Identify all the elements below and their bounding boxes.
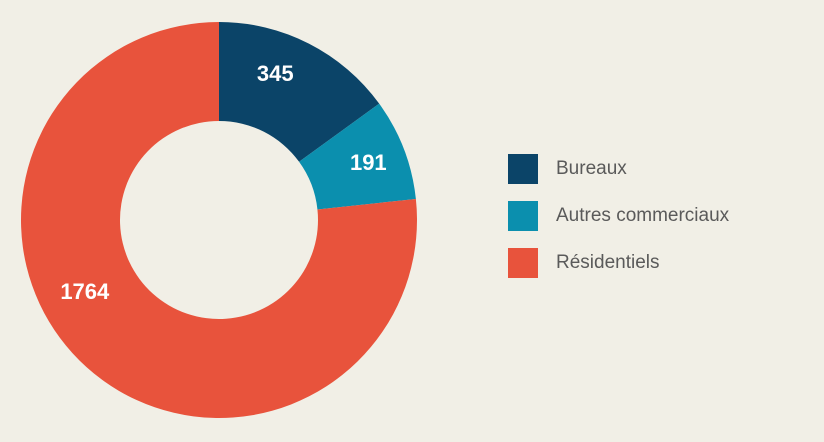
legend-swatch-residentiels [508, 248, 538, 278]
legend-swatch-autres-commerciaux [508, 201, 538, 231]
legend-label-bureaux: Bureaux [556, 158, 627, 179]
legend-item-autres-commerciaux: Autres commerciaux [508, 201, 729, 231]
legend: Bureaux Autres commerciaux Résidentiels [508, 154, 729, 295]
value-label-residentiels: 1764 [60, 279, 110, 304]
slice-bureaux [219, 22, 380, 162]
value-label-autres-commerciaux: 191 [350, 150, 387, 175]
legend-label-autres-commerciaux: Autres commerciaux [556, 205, 730, 226]
legend-item-residentiels: Résidentiels [508, 248, 729, 278]
legend-label-residentiels: Résidentiels [556, 252, 660, 273]
legend-swatch-bureaux [508, 154, 538, 184]
value-label-bureaux: 345 [257, 61, 294, 86]
slice-residentiels [20, 22, 417, 418]
slice-autres-commerciaux [299, 103, 416, 210]
legend-item-bureaux: Bureaux [508, 154, 729, 184]
